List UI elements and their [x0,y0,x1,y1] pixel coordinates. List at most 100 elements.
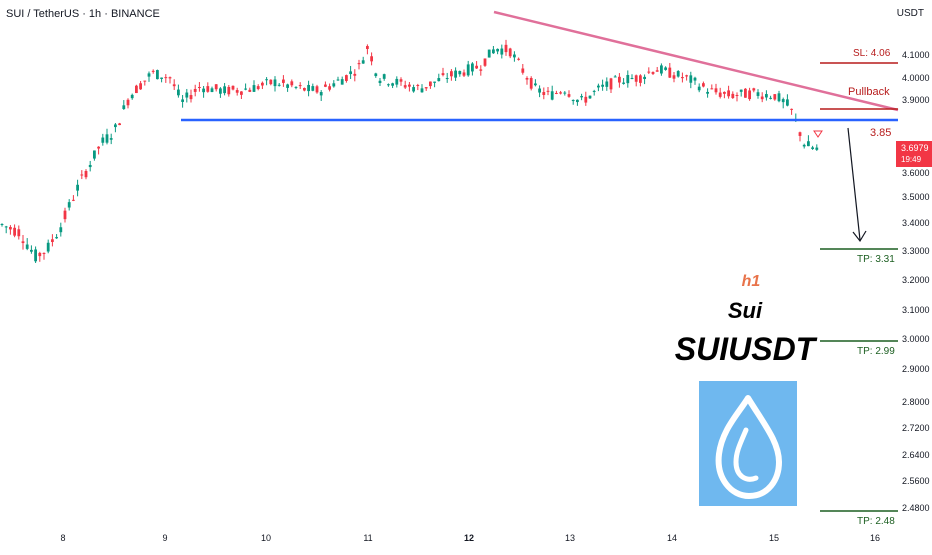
candle-body [525,78,529,80]
candle-body [727,90,730,97]
candle-body [731,93,735,99]
candle-body [639,75,642,83]
candle-body [227,86,231,95]
candle-body [479,69,483,71]
candle-body [613,76,617,78]
candle-body [219,88,222,94]
candle-body [584,96,588,103]
candle-body [395,78,399,85]
candle-body [685,75,688,77]
candle-body [429,81,432,87]
candle-body [80,174,84,176]
candle-body [93,150,96,159]
candle-body [777,93,781,102]
x-tick-label: 14 [667,533,677,543]
candle-body [634,75,638,82]
candle-body [756,92,760,96]
candle-body [109,138,113,140]
candle-body [189,95,193,100]
candle-body [63,210,67,220]
candle-body [714,88,718,93]
candle-body [508,48,512,57]
candle-body [723,91,726,94]
candle-body [550,91,554,100]
candle-body [416,85,420,87]
candle-body [244,88,247,90]
candle-body [269,79,273,85]
candle-body [517,58,520,60]
candle-body [88,164,92,168]
candle-body [294,86,298,88]
candle-body [164,77,168,79]
candle-body [773,94,777,100]
candle-body [542,92,546,96]
y-tick-label: 2.5600 [902,476,930,486]
candle-body [328,86,331,90]
candle-body [168,77,172,79]
candle-body [563,92,567,94]
candle-body [424,87,428,89]
candle-body [798,132,802,136]
candle-body [466,64,470,76]
candle-body [55,237,58,239]
candle-body [399,79,403,82]
candle-body [156,70,159,80]
candle-body [710,88,714,90]
candle-body [496,48,499,52]
candle-body [273,79,277,87]
candle-body [206,86,210,92]
candle-body [202,88,205,93]
candle-body [739,89,743,92]
timeframe-label: h1 [742,273,761,290]
candle-body [340,79,344,85]
candle-body [630,77,634,79]
candle-body [597,85,600,88]
candle-body [441,73,445,76]
y-tick-label: 3.3000 [902,246,930,256]
candle-body [353,73,357,76]
candle-body [622,82,625,84]
candle-body [252,85,256,92]
candle-body [538,88,541,93]
candle-body [445,78,449,80]
pullback-label: Pullback [848,86,890,98]
candle-body [534,83,537,86]
x-tick-label: 12 [464,533,474,543]
candle-body [689,75,693,83]
candle-body [458,71,462,75]
symbol-title: SUI / TetherUS · 1h · BINANCE [6,8,160,20]
candle-body [105,134,109,143]
candle-body [349,71,352,75]
last-price-tag [896,141,932,167]
sl-label: SL: 4.06 [853,48,891,59]
candle-body [357,63,361,65]
candle-body [571,99,575,102]
candle-body [248,89,252,92]
candle-body [361,60,365,64]
candle-body [655,70,659,72]
candle-body [370,56,373,62]
candle-body [118,123,121,126]
candle-body [172,84,176,87]
candle-body [298,85,302,87]
last-price-value: 3.6979 [901,143,929,153]
x-tick-label: 13 [565,533,575,543]
candle-body [72,199,75,201]
candle-body [802,144,806,147]
candle-body [454,70,457,78]
candle-body [492,49,495,54]
candle-body [391,83,394,86]
candle-body [303,88,306,91]
candle-body [193,88,197,92]
candle-body [811,147,814,149]
candle-body [651,72,655,74]
candle-body [42,252,46,254]
candle-body [378,80,382,84]
candle-body [735,94,739,96]
candle-body [59,227,63,233]
candle-body [135,85,138,94]
candle-body [471,63,474,72]
candle-body [231,85,235,90]
